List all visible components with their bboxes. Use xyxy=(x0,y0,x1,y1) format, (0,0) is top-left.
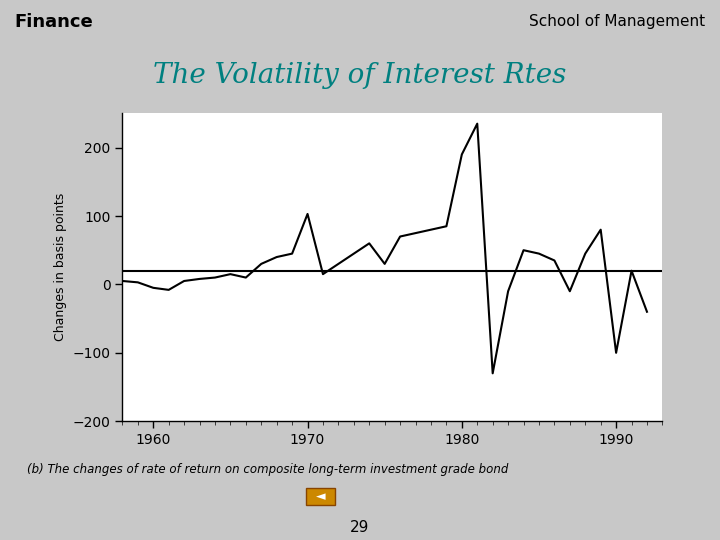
FancyBboxPatch shape xyxy=(306,488,335,505)
Text: The Volatility of Interest Rtes: The Volatility of Interest Rtes xyxy=(153,62,567,89)
Text: School of Management: School of Management xyxy=(529,14,706,29)
Text: Finance: Finance xyxy=(14,12,93,31)
Y-axis label: Changes in basis points: Changes in basis points xyxy=(54,193,67,341)
Text: (b) The changes of rate of return on composite long-term investment grade bond: (b) The changes of rate of return on com… xyxy=(27,463,508,476)
Text: 29: 29 xyxy=(351,519,369,535)
Text: ◄: ◄ xyxy=(315,490,325,503)
